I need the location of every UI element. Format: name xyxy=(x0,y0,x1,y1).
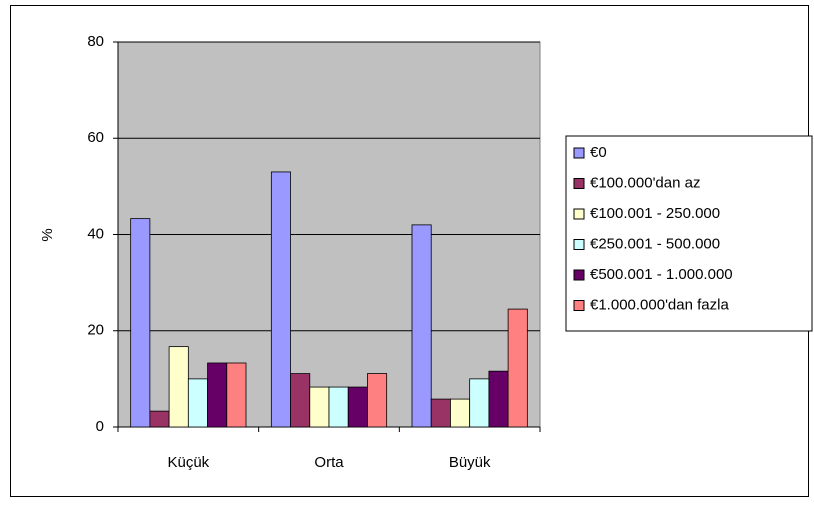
legend-box xyxy=(565,135,813,332)
y-tick-label: 60 xyxy=(87,129,104,146)
y-axis-label: % xyxy=(39,228,56,241)
legend-swatch xyxy=(573,178,585,189)
bar xyxy=(130,218,151,428)
x-tick-label: Orta xyxy=(314,454,344,471)
legend-label: €100.001 - 250.000 xyxy=(590,205,720,222)
bar xyxy=(168,346,189,428)
bar xyxy=(149,410,170,428)
x-tick-label: Büyük xyxy=(449,454,491,471)
legend-swatch xyxy=(573,147,585,159)
bar xyxy=(367,373,388,428)
bar xyxy=(226,362,247,428)
legend-label: €100.000'dan az xyxy=(590,174,700,191)
bar xyxy=(187,378,208,428)
bar xyxy=(270,171,291,428)
bar xyxy=(328,386,349,428)
legend-label: €250.001 - 500.000 xyxy=(590,235,720,252)
bar xyxy=(507,308,528,428)
bar xyxy=(290,373,311,428)
y-tick-label: 40 xyxy=(87,225,104,242)
bar xyxy=(309,386,330,428)
legend-swatch xyxy=(573,208,585,220)
legend-label: €1.000.000'dan fazla xyxy=(590,296,729,313)
y-tick-label: 20 xyxy=(87,322,104,339)
y-tick-label: 0 xyxy=(96,418,104,435)
legend-label: €500.001 - 1.000.000 xyxy=(590,266,733,283)
bar xyxy=(469,378,490,428)
legend-swatch xyxy=(573,239,585,250)
bar xyxy=(411,224,432,428)
legend-swatch xyxy=(573,269,585,281)
x-tick-label: Küçük xyxy=(167,454,209,471)
bar xyxy=(430,398,451,428)
bar xyxy=(347,386,368,428)
bar xyxy=(488,370,509,428)
legend-swatch xyxy=(573,300,585,311)
y-tick-label: 80 xyxy=(87,33,104,50)
bar xyxy=(450,398,471,428)
legend-label: €0 xyxy=(590,144,607,161)
bar xyxy=(207,362,228,428)
